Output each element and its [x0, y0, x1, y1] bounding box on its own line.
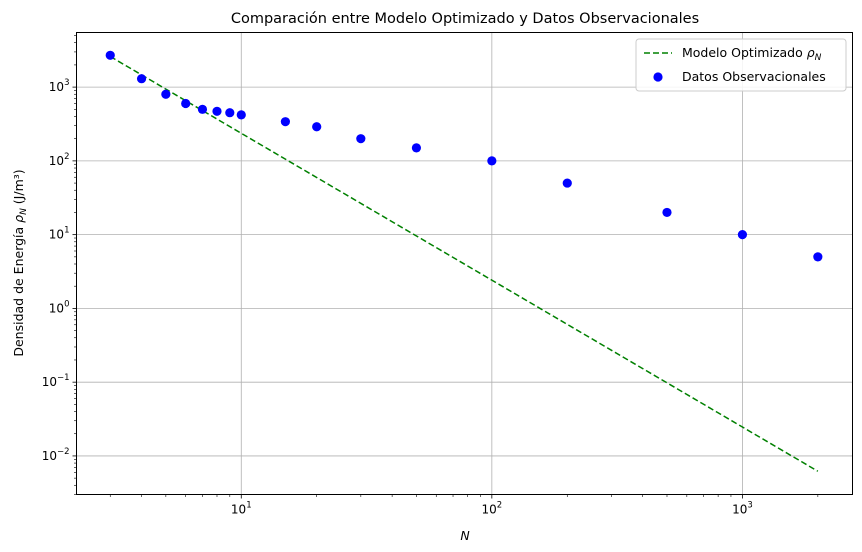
legend-label-model: Modelo Optimizado ρN	[682, 45, 822, 63]
data-point	[737, 230, 748, 240]
data-point	[225, 108, 235, 118]
legend-box	[635, 38, 847, 92]
data-point	[280, 117, 290, 127]
x-tick-label: 101	[231, 501, 252, 517]
data-point	[236, 110, 246, 120]
data-point	[662, 207, 672, 218]
x-tick-label: 103	[732, 501, 753, 517]
y-tick-label: 103	[49, 78, 70, 94]
chart-title: Comparación entre Modelo Optimizado y Da…	[231, 11, 699, 27]
data-point	[105, 50, 115, 60]
y-tick-label: 101	[49, 226, 70, 242]
y-tick-label: 10−2	[42, 447, 70, 463]
legend: Modelo Optimizado ρN Datos Observacionale…	[635, 38, 847, 92]
y-axis-label: Densidad de Energía ρN (J/m³)	[11, 169, 29, 356]
data-point	[136, 74, 147, 84]
data-point	[356, 134, 366, 144]
data-point	[197, 104, 208, 114]
data-point	[161, 89, 171, 99]
legend-label-data: Datos Observacionales	[682, 69, 826, 84]
x-tick-label: 102	[481, 501, 502, 517]
data-point	[212, 106, 222, 116]
y-tick-label: 102	[49, 152, 70, 168]
y-tick-label: 100	[49, 299, 70, 315]
grid	[76, 32, 853, 495]
plot-area	[76, 32, 853, 495]
y-tick-label: 10−1	[42, 373, 70, 389]
data-point	[411, 143, 422, 153]
data-point	[181, 98, 191, 109]
legend-swatch-data	[653, 72, 663, 82]
data-point	[487, 156, 497, 166]
data-point	[312, 122, 322, 132]
data-point	[813, 252, 823, 262]
series-layer	[105, 50, 823, 472]
ticks: 101 102 103 10−2 10−1 100 101 102 103	[42, 35, 819, 517]
model-line	[109, 55, 819, 472]
data-point	[562, 178, 572, 188]
x-axis-label: N	[460, 528, 470, 543]
